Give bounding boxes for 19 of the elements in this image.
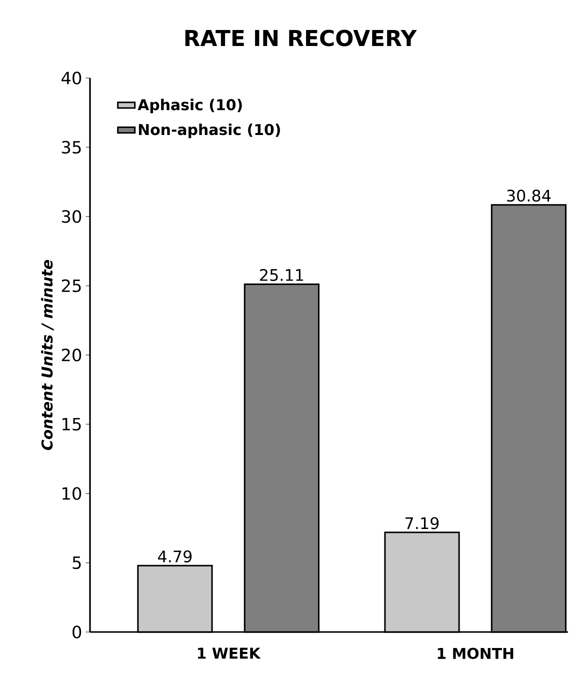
y-tick-label: 25 (62, 279, 81, 292)
y-tick-label: 15 (62, 418, 81, 431)
y-tick-label: 20 (62, 348, 82, 362)
data-label: 4.79 (158, 550, 192, 562)
legend-label: Non-aphasic (10) (138, 124, 280, 138)
data-label: 30.84 (507, 190, 551, 202)
y-tick-label: 40 (62, 72, 82, 84)
y-tick-label: 35 (62, 140, 81, 154)
y-tick-label: 10 (62, 487, 82, 500)
x-tick-label: 1 WEEK (198, 648, 261, 659)
y-tick-label: 0 (72, 626, 82, 638)
legend-label: Aphasic (10) (138, 98, 242, 114)
x-tick-label: 1 MONTH (438, 648, 514, 660)
y-axis-title: Content Units / minute (41, 260, 54, 450)
y-tick-label: 30 (62, 210, 82, 223)
data-label: 7.19 (406, 517, 439, 530)
chart-title: RATE IN RECOVERY (185, 30, 417, 46)
data-label: 25.11 (260, 268, 304, 282)
y-tick-label: 5 (72, 556, 81, 570)
